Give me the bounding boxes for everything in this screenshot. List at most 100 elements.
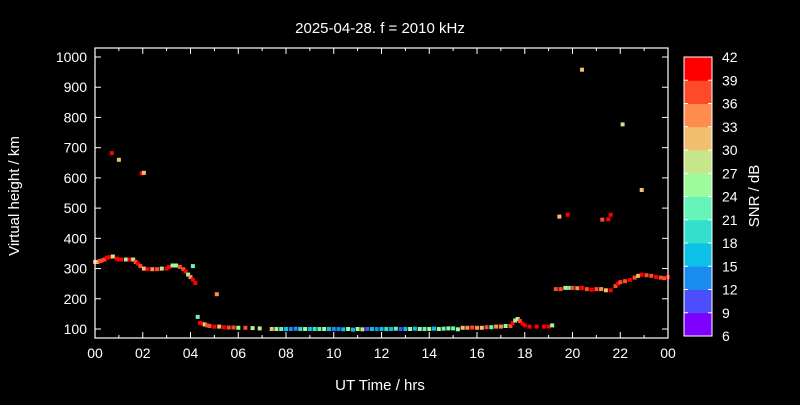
data-point	[202, 322, 207, 327]
data-point	[102, 257, 107, 262]
data-points	[93, 67, 670, 332]
data-point	[190, 277, 195, 282]
data-point	[520, 321, 525, 326]
data-point	[150, 267, 155, 272]
data-point	[522, 323, 527, 328]
data-point	[298, 327, 303, 331]
x-tick-label: 20	[565, 345, 581, 361]
data-point	[513, 318, 518, 323]
data-point	[159, 266, 164, 271]
x-tick-label: 14	[421, 345, 437, 361]
colorbar-bin	[684, 289, 712, 314]
data-point	[600, 217, 605, 222]
data-point	[436, 327, 441, 331]
data-point	[460, 325, 465, 330]
data-point	[327, 327, 331, 331]
x-tick-label: 22	[612, 345, 628, 361]
data-point	[636, 273, 641, 278]
data-point	[104, 255, 109, 260]
data-point	[584, 287, 589, 292]
data-point	[403, 327, 408, 331]
data-point	[217, 324, 222, 329]
data-point	[479, 325, 484, 330]
colorbar-bin	[684, 196, 712, 221]
data-point	[615, 281, 620, 286]
data-point	[510, 321, 515, 325]
data-point	[550, 323, 555, 328]
colorbar-tick-label: 33	[722, 119, 738, 135]
data-point	[432, 326, 436, 331]
axes: 00 02 04 06 08 10 12 14 16 18 20 22 00 100 200 300 400 50…	[56, 47, 676, 361]
data-point	[557, 214, 562, 219]
data-point	[575, 286, 580, 291]
data-point	[243, 325, 248, 330]
data-point	[164, 266, 169, 271]
data-point	[518, 319, 522, 324]
data-point	[503, 324, 508, 328]
data-point	[627, 278, 632, 282]
data-point	[183, 269, 188, 274]
y-tick-label: 700	[64, 140, 88, 156]
data-point	[384, 327, 389, 331]
data-point	[412, 326, 417, 331]
data-point	[355, 327, 360, 331]
x-tick-label: 00	[660, 345, 676, 361]
data-point	[639, 272, 644, 277]
data-point	[662, 276, 667, 281]
data-point	[236, 325, 241, 330]
data-point	[141, 266, 146, 271]
colorbar-tick-label: 12	[722, 282, 738, 298]
data-point	[288, 327, 293, 331]
colorbar-bin	[684, 57, 712, 81]
data-point	[580, 285, 584, 290]
data-point	[317, 327, 322, 331]
x-tick-label: 06	[230, 345, 246, 361]
data-point	[606, 217, 611, 222]
data-point	[484, 325, 489, 330]
colorbar-bin	[684, 80, 712, 104]
data-point	[188, 275, 193, 279]
data-point	[608, 212, 613, 217]
colorbar-bin	[684, 312, 712, 337]
data-point	[138, 264, 143, 269]
y-tick-label: 900	[64, 79, 88, 95]
data-point	[231, 325, 236, 330]
data-point	[658, 275, 663, 280]
data-point	[350, 327, 355, 332]
data-point	[116, 157, 121, 162]
colorbar-bin	[684, 150, 712, 174]
data-point	[470, 325, 475, 330]
data-point	[446, 326, 451, 331]
data-point	[250, 326, 255, 331]
colorbar-tick-label: 30	[722, 142, 738, 158]
data-point	[654, 275, 659, 279]
data-point	[312, 327, 317, 331]
data-point	[649, 273, 654, 278]
data-point	[369, 327, 374, 331]
data-point	[427, 327, 432, 331]
colorbar-tick-label: 15	[722, 258, 738, 274]
chart-title: 2025-04-28. f = 2010 kHz	[295, 20, 465, 37]
data-point	[594, 287, 599, 292]
data-point	[618, 280, 623, 285]
data-point	[608, 288, 613, 293]
y-tick-label: 500	[64, 200, 88, 216]
data-point	[644, 273, 649, 278]
x-tick-label: 16	[469, 345, 485, 361]
data-point	[553, 287, 558, 292]
data-point	[205, 323, 210, 328]
colorbar-tick-label: 9	[722, 305, 730, 321]
x-tick-label: 18	[517, 345, 533, 361]
y-tick-label: 200	[64, 291, 88, 307]
data-point	[174, 263, 179, 268]
data-point	[365, 327, 370, 331]
data-point	[527, 324, 532, 329]
data-point	[257, 326, 262, 331]
data-point	[195, 314, 200, 319]
colorbar-bin	[684, 266, 712, 290]
data-point	[603, 288, 608, 293]
colorbar-bin	[684, 173, 712, 197]
data-point	[269, 327, 274, 331]
colorbar-tick-label: 24	[722, 189, 738, 205]
data-point	[541, 324, 546, 329]
